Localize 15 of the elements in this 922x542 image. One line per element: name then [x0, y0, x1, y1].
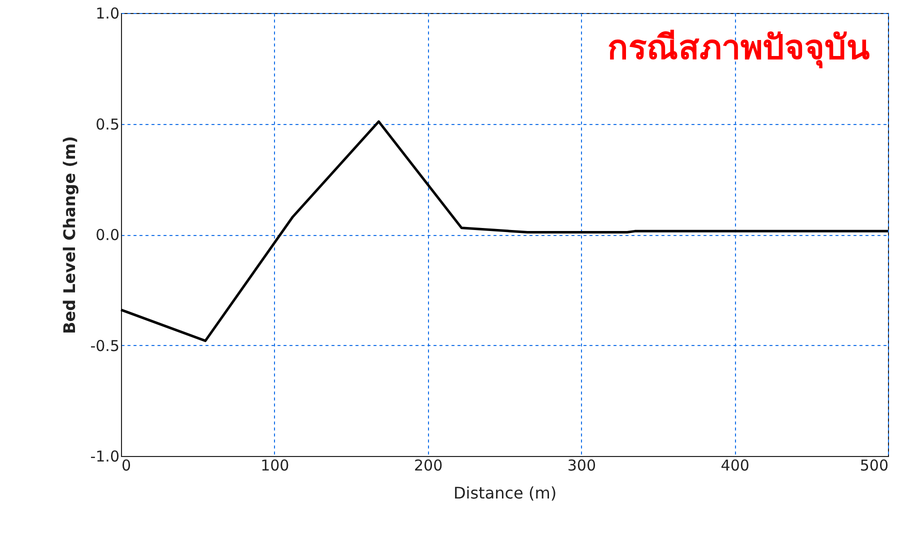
- y-tick-label: 1.0: [96, 4, 120, 22]
- text: กรณีสภาพปัจจุบัน: [607, 28, 870, 69]
- x-tick-label: 300: [567, 456, 596, 474]
- y-tick-label: -0.5: [90, 336, 120, 355]
- x-tick-label: 500: [860, 456, 888, 474]
- x-tick-label: 400: [720, 456, 750, 474]
- line-series: [120, 120, 890, 342]
- x-tick-label: 0: [122, 456, 132, 474]
- y-axis-title: Bed Level Change (m): [60, 136, 80, 334]
- y-tick-label: -1.0: [90, 448, 120, 466]
- x-tick-label: 100: [260, 456, 290, 474]
- y-tick-label: 0.0: [96, 226, 120, 244]
- x-tick-label: 200: [414, 456, 443, 474]
- y-tick-label: 0.5: [96, 115, 120, 134]
- x-axis-title: Distance (m): [453, 484, 557, 502]
